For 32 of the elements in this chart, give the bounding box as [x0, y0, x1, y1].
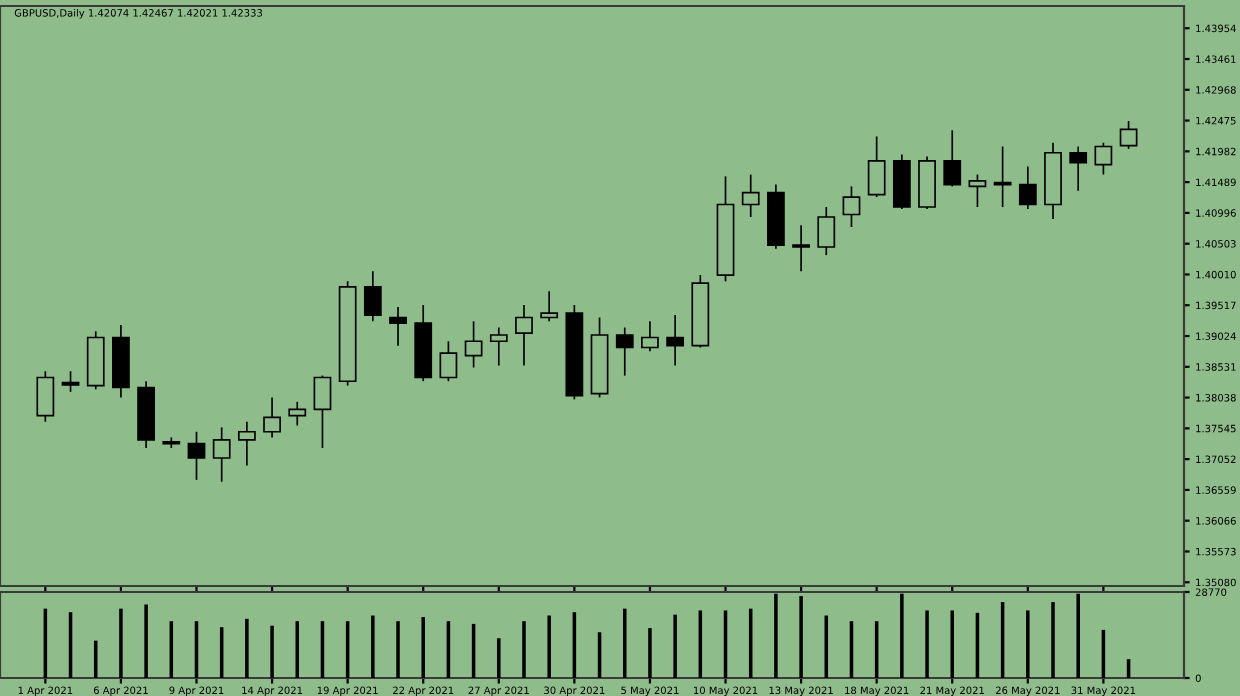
- candlestick: [363, 270, 382, 323]
- candlestick: [1018, 165, 1037, 210]
- candlestick: [187, 430, 206, 481]
- candlestick: [61, 370, 80, 393]
- candlestick: [842, 185, 861, 228]
- candlestick: [389, 306, 407, 347]
- candlestick: [439, 340, 458, 383]
- candlestick: [641, 320, 659, 353]
- candlestick: [36, 370, 55, 423]
- candlestick: [288, 400, 307, 427]
- candlestick: [918, 155, 936, 210]
- candlestick: [489, 326, 508, 367]
- candlestick: [212, 426, 231, 483]
- candlestick: [1069, 145, 1088, 192]
- candlestick: [615, 326, 634, 377]
- candlestick: [515, 304, 533, 367]
- candlestick: [464, 320, 483, 369]
- candlestick: [968, 173, 987, 208]
- candlestick: [817, 206, 836, 256]
- candlestick: [867, 135, 886, 198]
- candlestick: [263, 396, 281, 439]
- candlestick: [540, 290, 559, 323]
- candlestick: [237, 420, 256, 467]
- candlestick: [313, 374, 332, 449]
- candlestick: [792, 224, 810, 273]
- candlestick: [943, 129, 962, 188]
- candlestick: [1119, 120, 1138, 150]
- candlestick: [892, 153, 911, 210]
- candlestick: [666, 314, 685, 367]
- candlestick: [1094, 141, 1113, 176]
- candlestick: [741, 173, 760, 218]
- candlestick: [993, 145, 1012, 208]
